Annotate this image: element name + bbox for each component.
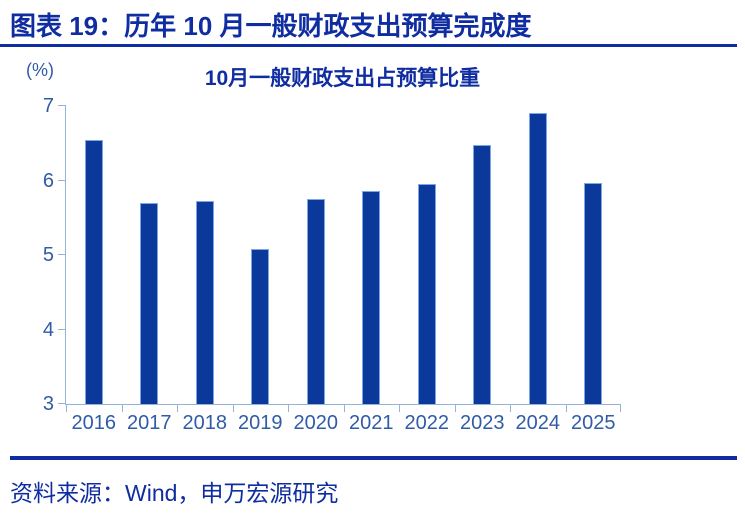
bar-2018	[195, 200, 214, 404]
x-tick-mark	[399, 404, 400, 412]
x-tick-mark	[232, 404, 234, 412]
x-tick-label-2021: 2021	[349, 412, 394, 434]
bar-2019	[251, 249, 270, 404]
bar-2017	[140, 202, 159, 404]
y-axis-unit-label: (%)	[26, 60, 54, 80]
x-tick-mark	[510, 404, 511, 412]
header-divider	[0, 44, 737, 47]
x-tick-label-2017: 2017	[127, 412, 172, 434]
y-tick-mark-6	[58, 179, 66, 181]
x-tick-label-2020: 2020	[293, 412, 339, 434]
x-tick-mark	[343, 404, 345, 412]
bar-2025	[584, 182, 603, 404]
x-tick-mark	[66, 404, 67, 412]
y-tick-mark-5	[58, 254, 66, 255]
x-tick-label-2022: 2022	[404, 412, 450, 434]
source-text: 资料来源：Wind，申万宏源研究	[10, 480, 339, 506]
x-tick-mark	[121, 404, 123, 412]
y-tick-label-6: 6	[42, 169, 54, 192]
plot-area: 3 4 5 6 7 2016 2017 2018 2019 2020 2021 2022 2023 202…	[43, 96, 621, 434]
x-tick-label-2023: 2023	[460, 412, 505, 434]
bar-2016	[84, 140, 103, 404]
x-tick-mark	[288, 404, 289, 412]
x-tick-mark	[454, 404, 456, 412]
y-tick-label-5: 5	[42, 244, 54, 266]
x-tick-label-2025: 2025	[571, 412, 616, 434]
x-tick-label-2024: 2024	[515, 412, 561, 434]
x-tick-label-2016: 2016	[71, 412, 117, 434]
x-tick-label-2018: 2018	[182, 412, 228, 434]
bar-2022	[417, 184, 436, 404]
y-tick-mark-7	[58, 105, 66, 106]
footer-divider	[10, 456, 737, 460]
x-tick-mark	[620, 404, 621, 412]
x-tick-mark	[565, 404, 567, 412]
y-tick-mark-3	[58, 403, 66, 404]
x-tick-mark	[177, 404, 178, 412]
page-title: 图表 19：历年 10 月一般财政支出预算完成度	[10, 11, 532, 41]
chart-title: 10月一般财政支出占预算比重	[204, 67, 481, 90]
bar-2021	[362, 190, 381, 404]
x-tick-label-2019: 2019	[238, 412, 283, 434]
y-tick-label-3: 3	[42, 393, 54, 415]
y-tick-mark-4	[58, 328, 66, 330]
bar-2023	[473, 144, 492, 404]
y-tick-label-7: 7	[42, 95, 54, 117]
bar-2024	[528, 113, 547, 404]
bar-2020	[306, 199, 325, 404]
y-tick-label-4: 4	[42, 318, 54, 341]
